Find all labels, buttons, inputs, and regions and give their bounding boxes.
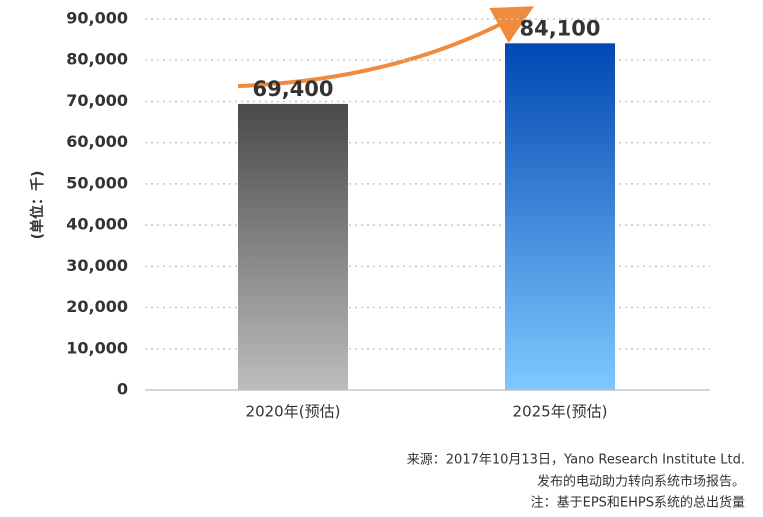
note: 来源：2017年10月13日，Yano Research Institute L… bbox=[407, 453, 745, 468]
value-label: 69,400 bbox=[252, 77, 333, 101]
trend-arrow bbox=[237, 6, 535, 88]
x-tick-label: 2025年(预估) bbox=[513, 403, 608, 421]
y-axis-label: (单位：千) bbox=[29, 171, 46, 240]
y-tick-label: 40,000 bbox=[66, 215, 128, 234]
y-tick-label: 80,000 bbox=[66, 50, 128, 69]
bar bbox=[238, 103, 348, 390]
bar bbox=[505, 43, 615, 391]
y-tick-label: 90,000 bbox=[66, 9, 128, 28]
y-tick-label: 60,000 bbox=[66, 132, 128, 151]
y-tick-label: 20,000 bbox=[66, 297, 128, 316]
y-tick-label: 10,000 bbox=[66, 338, 128, 357]
value-label: 84,100 bbox=[519, 16, 600, 40]
x-tick-label: 2020年(预估) bbox=[246, 403, 341, 421]
y-tick-label: 0 bbox=[117, 380, 128, 399]
y-tick-label: 30,000 bbox=[66, 256, 128, 275]
note: 注：基于EPS和EHPS系统的总出货量 bbox=[531, 495, 745, 511]
y-tick-label: 70,000 bbox=[66, 91, 128, 110]
note: 发布的电动助力转向系统市场报告。 bbox=[537, 474, 745, 490]
y-tick-label: 50,000 bbox=[66, 173, 128, 192]
